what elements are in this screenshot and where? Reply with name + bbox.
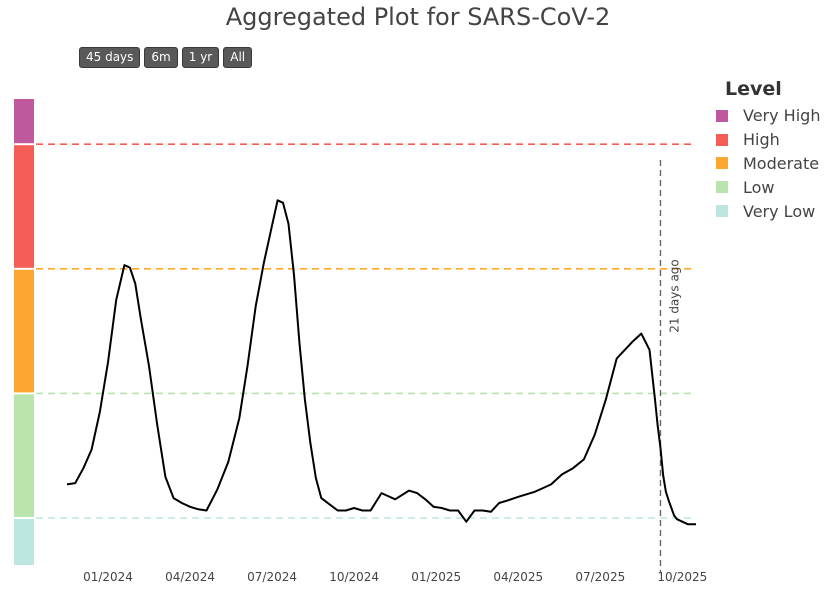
legend-swatch xyxy=(716,109,728,122)
range-45-days-button[interactable]: 45 days xyxy=(79,47,141,68)
level-band-low xyxy=(14,394,34,517)
marker-label: 21 days ago xyxy=(667,259,681,333)
x-tick-label: 04/2025 xyxy=(493,570,543,584)
legend-label: Very Low xyxy=(743,201,816,221)
range-all-button[interactable]: All xyxy=(223,47,253,68)
legend-label: Moderate xyxy=(743,153,820,173)
x-tick-label: 01/2025 xyxy=(411,570,461,584)
series-line xyxy=(66,199,696,526)
x-tick-label: 07/2024 xyxy=(247,570,297,584)
x-tick-label: 01/2024 xyxy=(83,570,133,584)
x-tick-label: 10/2025 xyxy=(657,570,707,584)
legend-swatch xyxy=(716,205,728,218)
x-tick-label: 07/2025 xyxy=(575,570,625,584)
level-band-moderate xyxy=(14,269,34,393)
range-1yr-button[interactable]: 1 yr xyxy=(181,47,220,68)
legend-label: Low xyxy=(743,177,775,197)
legend-item-moderate[interactable]: Moderate xyxy=(716,152,820,176)
legend-swatch xyxy=(716,181,728,194)
legend: Level Very High High Moderate Low Very L… xyxy=(716,78,820,223)
legend-swatch xyxy=(716,133,728,146)
level-band-very-low xyxy=(14,519,34,565)
legend-item-very-high[interactable]: Very High xyxy=(716,104,820,128)
range-selector: 45 days 6m 1 yr All xyxy=(79,47,253,68)
legend-label: High xyxy=(743,130,780,150)
range-6m-button[interactable]: 6m xyxy=(144,47,178,68)
legend-title: Level xyxy=(725,78,782,100)
x-tick-label: 04/2024 xyxy=(165,570,215,584)
level-band-high xyxy=(14,145,34,268)
chart-title: Aggregated Plot for SARS-CoV-2 xyxy=(225,3,611,31)
legend-item-very-low[interactable]: Very Low xyxy=(716,199,820,223)
legend-label: Very High xyxy=(743,106,821,126)
legend-item-low[interactable]: Low xyxy=(716,175,820,199)
legend-swatch xyxy=(716,157,728,170)
x-tick-label: 10/2024 xyxy=(329,570,379,584)
legend-item-high[interactable]: High xyxy=(716,128,820,152)
level-band-very-high xyxy=(14,99,34,144)
